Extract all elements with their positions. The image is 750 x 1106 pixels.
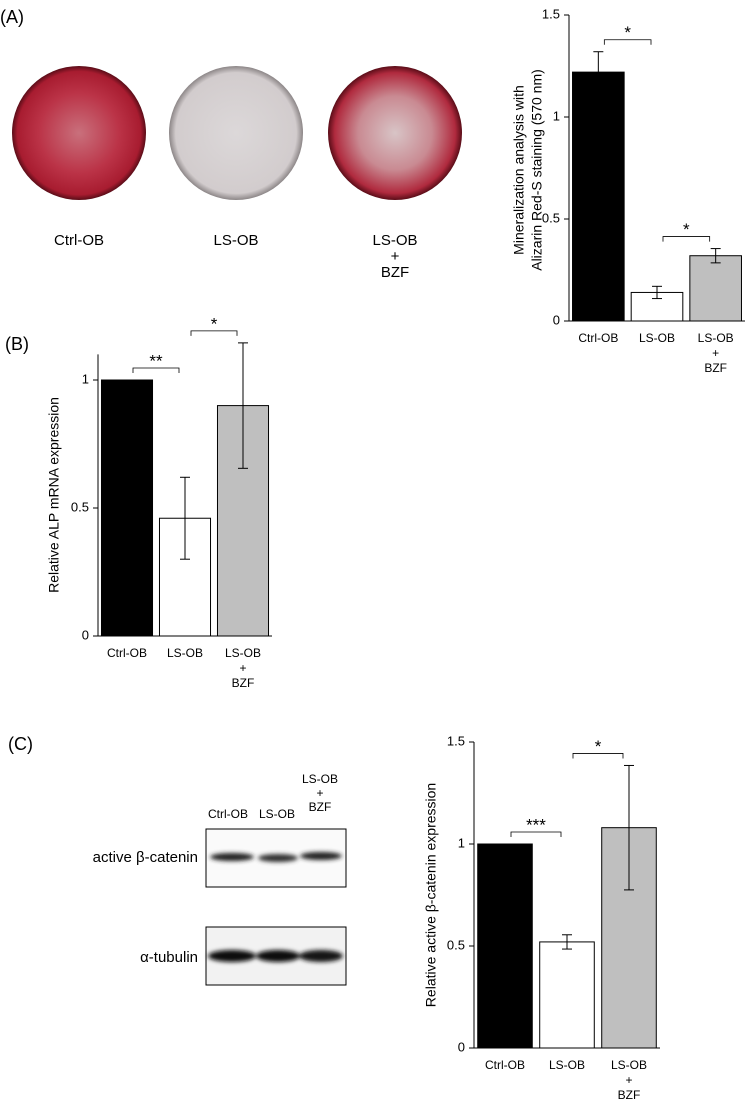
significance-label: * bbox=[211, 314, 218, 333]
significance-label: ** bbox=[149, 351, 163, 370]
bar bbox=[477, 843, 533, 1049]
y-tick-label: 0.5 bbox=[71, 499, 89, 514]
band bbox=[208, 950, 256, 962]
error-bar bbox=[180, 476, 190, 560]
significance-label: * bbox=[683, 220, 690, 239]
bar bbox=[572, 71, 625, 322]
y-tick-label: 1.5 bbox=[447, 733, 465, 748]
x-tick-label: LS-OB bbox=[698, 331, 734, 345]
y-axis-label-line: Mineralization analysis with bbox=[511, 85, 527, 255]
x-tick-label: + bbox=[712, 346, 719, 360]
band bbox=[299, 950, 343, 962]
x-tick-label: BZF bbox=[704, 361, 727, 375]
x-tick-label: Ctrl-OB bbox=[578, 331, 618, 345]
well-image bbox=[12, 66, 146, 200]
y-tick-label: 0 bbox=[82, 627, 89, 642]
blot-column-label: LS-OB bbox=[259, 807, 295, 821]
x-tick-label: LS-OB bbox=[167, 646, 203, 660]
well-label: + bbox=[391, 248, 400, 265]
significance-bracket bbox=[572, 753, 624, 759]
bar bbox=[100, 379, 154, 637]
blot-row-label: α-tubulin bbox=[140, 949, 198, 966]
well-image bbox=[169, 66, 303, 200]
significance-bracket bbox=[662, 236, 711, 242]
well-image bbox=[328, 66, 462, 200]
blot-column-label: LS-OB bbox=[302, 772, 338, 786]
significance-label: * bbox=[595, 737, 602, 756]
well-label: LS-OB bbox=[372, 232, 417, 249]
significance-label: * bbox=[624, 23, 631, 42]
y-axis-label: Mineralization analysis with Alizarin Red… bbox=[511, 69, 545, 271]
x-tick-label: + bbox=[625, 1073, 632, 1087]
band bbox=[210, 853, 254, 861]
blot-column-label: BZF bbox=[309, 800, 332, 814]
x-tick-label: LS-OB bbox=[639, 331, 675, 345]
error-bar bbox=[710, 248, 721, 264]
y-axis-label: Relative active β-catenin expression bbox=[423, 783, 439, 1007]
blot-bands bbox=[208, 852, 343, 962]
y-tick-label: 0.5 bbox=[542, 210, 560, 225]
error-bar bbox=[593, 51, 604, 94]
error-bar bbox=[652, 285, 662, 300]
blot-column-label: + bbox=[316, 786, 323, 800]
panel-label: (C) bbox=[8, 734, 33, 754]
bar bbox=[539, 941, 595, 1049]
significance-bracket bbox=[510, 831, 562, 837]
y-axis-label-line: Alizarin Red-S staining (570 nm) bbox=[529, 69, 545, 271]
well-label: Ctrl-OB bbox=[54, 232, 104, 249]
y-tick-label: 1 bbox=[82, 371, 89, 386]
y-tick-label: 0.5 bbox=[447, 937, 465, 952]
error-bar bbox=[624, 764, 634, 891]
x-tick-label: + bbox=[239, 661, 246, 675]
band bbox=[258, 854, 298, 862]
x-tick-label: LS-OB bbox=[225, 646, 261, 660]
y-tick-label: 0 bbox=[458, 1039, 465, 1054]
bar bbox=[689, 255, 742, 322]
significance-bracket bbox=[132, 367, 180, 373]
x-tick-label: Ctrl-OB bbox=[485, 1058, 525, 1072]
panel-label: (B) bbox=[5, 334, 29, 354]
x-tick-label: LS-OB bbox=[611, 1058, 647, 1072]
x-tick-label: Ctrl-OB bbox=[107, 646, 147, 660]
y-tick-label: 1.5 bbox=[542, 6, 560, 21]
band bbox=[256, 950, 300, 962]
well-label: LS-OB bbox=[213, 232, 258, 249]
error-bar bbox=[238, 342, 248, 469]
significance-bracket bbox=[603, 39, 652, 45]
y-axis-label: Relative ALP mRNA expression bbox=[46, 397, 62, 593]
blot-row-label: active β-catenin bbox=[93, 849, 198, 866]
y-axis-label-line: Relative ALP mRNA expression bbox=[46, 397, 62, 593]
error-bar bbox=[562, 934, 572, 950]
y-tick-label: 1 bbox=[458, 835, 465, 850]
x-tick-label: BZF bbox=[232, 676, 255, 690]
panel-label: (A) bbox=[0, 7, 24, 27]
well-label: BZF bbox=[381, 264, 409, 281]
y-tick-label: 0 bbox=[553, 312, 560, 327]
band bbox=[300, 852, 342, 860]
x-tick-label: LS-OB bbox=[549, 1058, 585, 1072]
significance-label: *** bbox=[526, 815, 546, 834]
y-tick-label: 1 bbox=[553, 108, 560, 123]
x-tick-label: BZF bbox=[618, 1088, 641, 1102]
blot-column-label: Ctrl-OB bbox=[208, 807, 248, 821]
y-axis-label-line: Relative active β-catenin expression bbox=[423, 783, 439, 1007]
significance-bracket bbox=[190, 330, 238, 336]
